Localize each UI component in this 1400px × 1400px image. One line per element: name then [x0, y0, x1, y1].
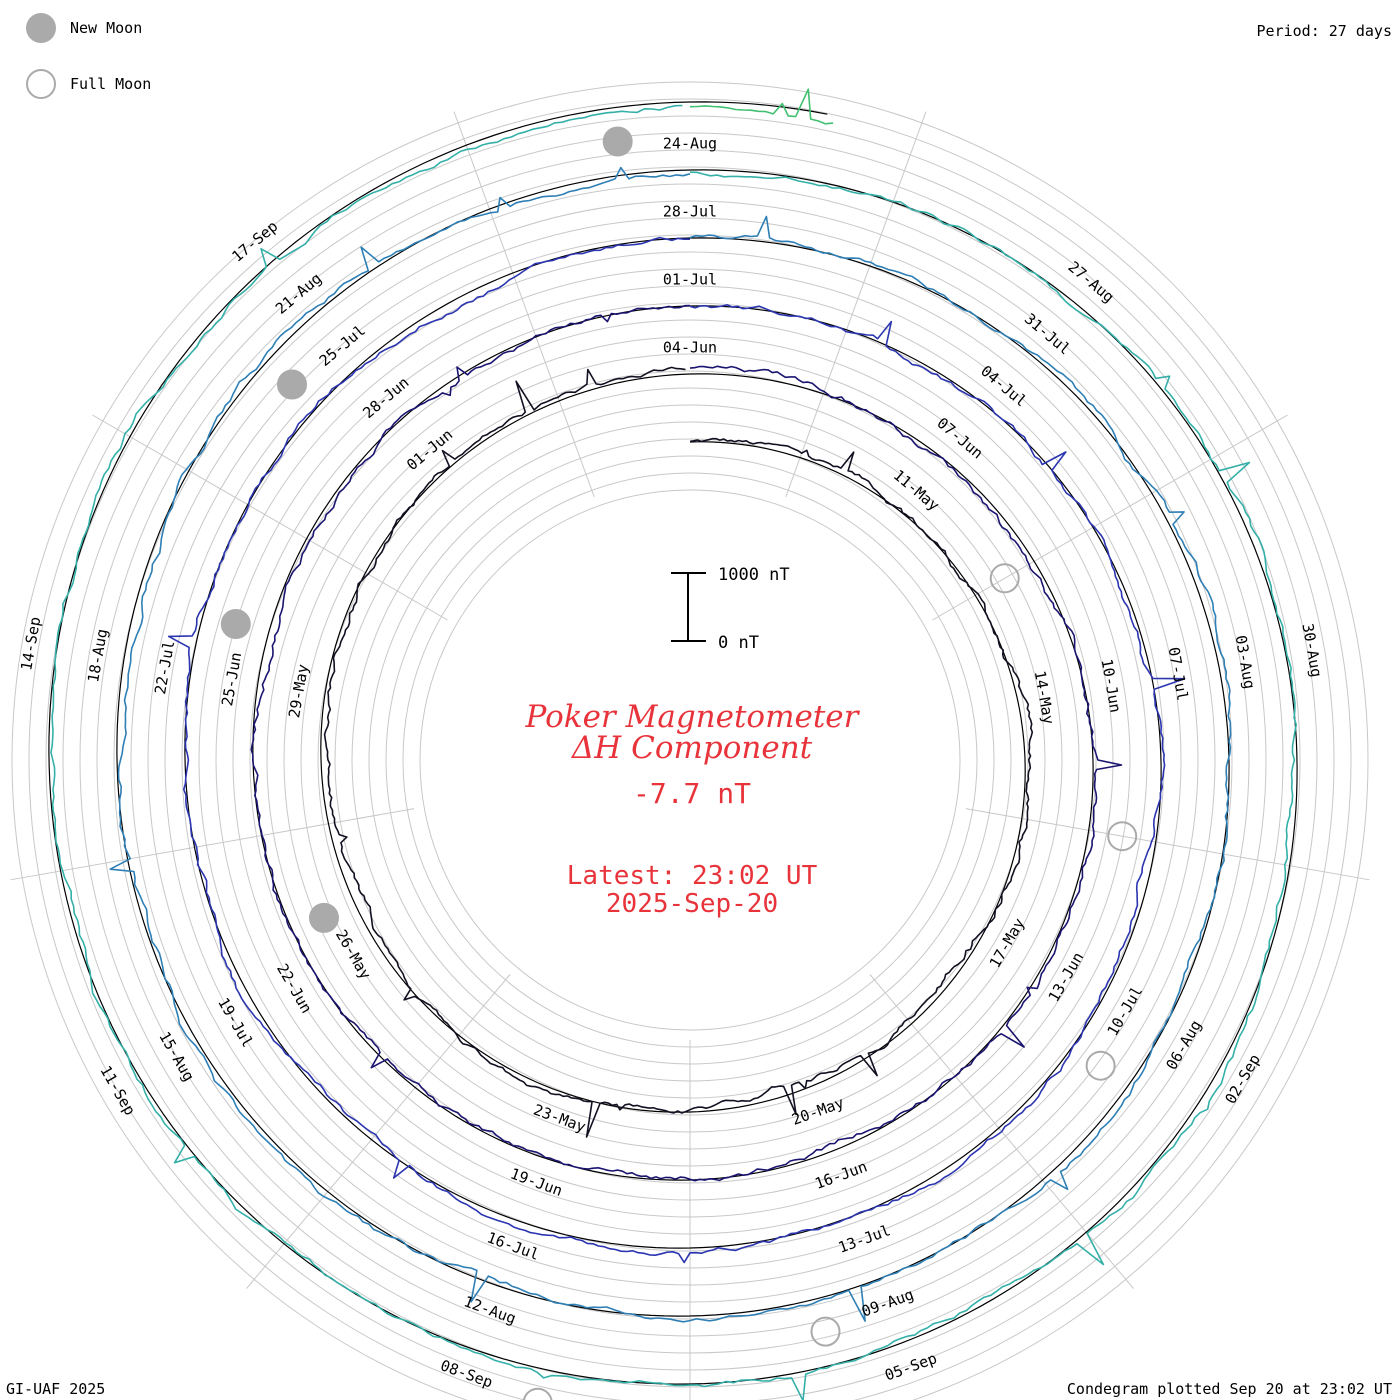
grid-spoke: [932, 414, 1288, 621]
date-label: 28-Jul: [663, 203, 717, 221]
date-label: 26-May: [332, 926, 375, 982]
date-label: 17-Sep: [228, 217, 281, 266]
current-value: -7.7 nT: [633, 777, 751, 810]
series-cycle-5: [50, 104, 1297, 1400]
center-text: Poker Magnetometer ΔH Component -7.7 nT …: [525, 699, 861, 919]
date-label: 27-Aug: [1065, 258, 1118, 307]
date-label: 07-Jun: [933, 414, 986, 463]
date-label: 20-May: [789, 1094, 846, 1129]
date-label: 08-Sep: [438, 1356, 495, 1391]
series-cycle-3: [167, 236, 1186, 1264]
plotted-timestamp: Condegram plotted Sep 20 at 23:02 UT: [1066, 1380, 1392, 1398]
full-moon-marker: [522, 1387, 553, 1400]
date-label: 21-Aug: [272, 269, 325, 318]
date-label: 07-Jul: [1165, 646, 1192, 702]
date-label: 14-May: [1031, 669, 1058, 725]
grid-spoke: [10, 808, 415, 881]
series-cycle-2: [250, 304, 1123, 1182]
full-moon-marker: [989, 563, 1020, 594]
scale-bar: 1000 nT 0 nT: [671, 565, 790, 653]
grid-spoke: [92, 414, 448, 621]
grid-spoke: [453, 111, 595, 498]
new-moon-marker: [277, 369, 307, 400]
date-label: 04-Jun: [663, 339, 717, 357]
date-label: 12-Aug: [461, 1292, 518, 1327]
date-label: 30-Aug: [1298, 622, 1325, 678]
series-cycle-6: [689, 88, 834, 125]
new-moon-icon: [26, 13, 56, 43]
date-label: 29-May: [285, 663, 312, 719]
date-label: 24-Aug: [663, 135, 717, 153]
period-label: Period: 27 days: [1256, 22, 1392, 40]
full-moon-icon: [26, 69, 56, 99]
data-traces: [50, 88, 1297, 1400]
date-label: 22-Jul: [151, 639, 178, 695]
date-label: 01-Jul: [663, 271, 717, 289]
date-label: 25-Jul: [316, 321, 369, 370]
new-moon-marker: [220, 609, 251, 639]
grid-ring: [45, 115, 1335, 1400]
moon-markers: [220, 126, 1138, 1400]
date-label: 19-Jul: [214, 994, 257, 1050]
full-moon-marker: [1107, 821, 1138, 852]
latest-date: 2025-Sep-20: [606, 889, 778, 919]
grid-ring: [419, 489, 961, 1031]
legend-full-moon: Full Moon: [26, 69, 151, 99]
chart-title-line2: ΔH Component: [571, 730, 813, 766]
full-moon-marker: [810, 1316, 841, 1347]
chart-title-line1: Poker Magnetometer: [525, 699, 861, 735]
grid-spoke: [785, 111, 927, 498]
date-label: 25-Jun: [218, 651, 245, 707]
grid-ring: [11, 81, 1369, 1400]
date-label: 16-Jun: [812, 1157, 869, 1192]
new-moon-label: New Moon: [70, 19, 143, 37]
baseline-spiral: [48, 101, 1298, 1385]
grid-ring: [28, 98, 1352, 1400]
series-cycle-1: [323, 366, 1034, 1138]
grid-spokes: [10, 111, 1370, 1400]
grid-spoke: [965, 808, 1370, 881]
legend-new-moon: New Moon: [26, 13, 142, 43]
latest-time: Latest: 23:02 UT: [567, 861, 818, 891]
date-label: 14-Sep: [17, 615, 44, 671]
date-label: 18-Aug: [84, 627, 111, 683]
full-moon-marker: [1085, 1050, 1116, 1081]
scale-bottom-label: 0 nT: [718, 633, 759, 653]
date-label: 15-Aug: [155, 1028, 198, 1084]
date-label: 28-Jun: [359, 373, 412, 422]
cycle-baselines: [48, 101, 1298, 1385]
grid-spoke: [246, 974, 511, 1289]
scale-top-label: 1000 nT: [718, 565, 790, 585]
series-cycle-4: [109, 166, 1232, 1323]
full-moon-label: Full Moon: [70, 75, 152, 93]
date-label: 23-May: [531, 1101, 588, 1136]
date-label: 19-Jun: [508, 1165, 565, 1200]
date-label: 22-Jun: [273, 960, 316, 1016]
date-label: 03-Aug: [1232, 634, 1259, 690]
credit-label: GI-UAF 2025: [6, 1380, 106, 1398]
new-moon-marker: [602, 126, 633, 157]
date-label: 10-Jun: [1098, 657, 1125, 713]
new-moon-marker: [309, 902, 339, 933]
